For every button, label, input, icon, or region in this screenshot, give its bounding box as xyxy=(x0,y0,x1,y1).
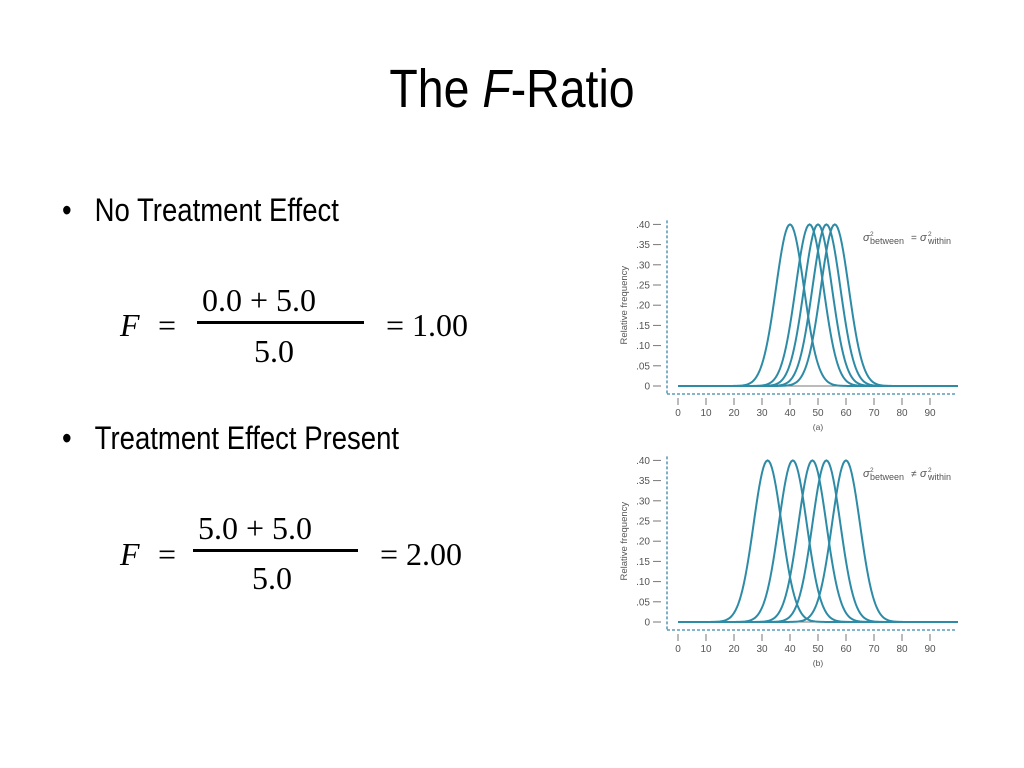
y-tick-label: .35 xyxy=(636,476,650,487)
eq-fraction-bar xyxy=(197,321,364,324)
x-tick-label: 60 xyxy=(840,408,852,419)
y-tick-label: .20 xyxy=(636,301,650,312)
y-axis-label: Relative frequency xyxy=(619,266,630,345)
slide-title: The F-Ratio xyxy=(389,59,635,119)
legend-superscript: 2 xyxy=(870,231,874,238)
y-axis-label: Relative frequency xyxy=(619,502,630,581)
chart-b: Relative frequency 0 .05 .10 .15 .20 .25 .30 .35… xyxy=(619,456,958,668)
y-tick-label: .05 xyxy=(636,361,650,372)
x-tick-label: 30 xyxy=(756,644,768,655)
x-tick-label: 80 xyxy=(896,644,908,655)
eq-numerator: 0.0 + 5.0 xyxy=(202,282,317,318)
distribution-curve xyxy=(678,223,958,387)
eq-denominator: 5.0 xyxy=(252,560,292,596)
bullet-text: Treatment Effect Present xyxy=(94,420,400,456)
legend-operator: = xyxy=(911,233,917,244)
legend-operator: ≠ xyxy=(911,469,917,480)
legend-within: within xyxy=(927,472,951,482)
y-tick-label: .15 xyxy=(636,557,650,568)
eq-equals: = xyxy=(158,307,177,343)
bullet-marker: • xyxy=(62,192,72,228)
x-tick-label: 20 xyxy=(728,644,740,655)
eq-result: = 1.00 xyxy=(386,307,469,343)
x-tick-label: 90 xyxy=(924,644,936,655)
chart-a: Relative frequency 0 .05 .10 .15 .20 .25 .30 .35… xyxy=(619,220,958,432)
x-tick-label: 80 xyxy=(896,408,908,419)
bullet-no-treatment: • No Treatment Effect xyxy=(62,192,339,229)
x-tick-label: 10 xyxy=(700,408,712,419)
title-italic-f: F xyxy=(482,59,511,119)
x-tick-label: 60 xyxy=(840,644,852,655)
x-tick-label: 70 xyxy=(868,644,880,655)
y-tick-label: 0 xyxy=(644,382,650,393)
x-tick-label: 70 xyxy=(868,408,880,419)
legend-sigma: σ xyxy=(863,232,870,244)
y-tick-label: .10 xyxy=(636,341,650,352)
legend-within: within xyxy=(927,236,951,246)
y-tick-label: .30 xyxy=(636,260,650,271)
eq-lhs: F xyxy=(120,536,140,572)
x-tick-label: 50 xyxy=(812,408,824,419)
eq-fraction-bar xyxy=(193,549,358,552)
legend-superscript: 2 xyxy=(928,467,932,474)
x-tick-label: 90 xyxy=(924,408,936,419)
y-tick-label: .20 xyxy=(636,537,650,548)
distribution-curve xyxy=(678,459,958,623)
x-tick-label: 50 xyxy=(812,644,824,655)
eq-numerator: 5.0 + 5.0 xyxy=(198,510,313,546)
y-tick-label: .30 xyxy=(636,496,650,507)
x-tick-label: 30 xyxy=(756,408,768,419)
y-tick-label: .35 xyxy=(636,240,650,251)
eq-equals: = xyxy=(158,536,177,572)
x-tick-label: 0 xyxy=(675,408,681,419)
legend-between: between xyxy=(870,472,904,482)
y-tick-label: .40 xyxy=(636,456,650,467)
bullet-marker: • xyxy=(62,420,72,456)
x-tick-label: 20 xyxy=(728,408,740,419)
y-tick-label: .40 xyxy=(636,220,650,231)
x-tick-label: 40 xyxy=(784,408,796,419)
y-tick-label: 0 xyxy=(644,618,650,629)
eq-result: = 2.00 xyxy=(380,536,463,572)
legend-superscript: 2 xyxy=(928,231,932,238)
bullet-text: No Treatment Effect xyxy=(94,192,339,228)
chart-caption: (a) xyxy=(813,422,824,432)
legend-between: between xyxy=(870,236,904,246)
legend-sigma: σ xyxy=(920,232,927,244)
x-tick-label: 40 xyxy=(784,644,796,655)
bullet-treatment-present: • Treatment Effect Present xyxy=(62,420,399,457)
legend-sigma: σ xyxy=(863,468,870,480)
legend-sigma: σ xyxy=(920,468,927,480)
y-tick-label: .10 xyxy=(636,577,650,588)
y-tick-label: .15 xyxy=(636,321,650,332)
x-tick-label: 10 xyxy=(700,644,712,655)
x-tick-label: 0 xyxy=(675,644,681,655)
y-tick-label: .25 xyxy=(636,517,650,528)
y-tick-label: .05 xyxy=(636,597,650,608)
legend-superscript: 2 xyxy=(870,467,874,474)
y-tick-label: .25 xyxy=(636,281,650,292)
eq-denominator: 5.0 xyxy=(254,333,294,369)
eq-lhs: F xyxy=(120,307,140,343)
chart-caption: (b) xyxy=(813,658,824,668)
